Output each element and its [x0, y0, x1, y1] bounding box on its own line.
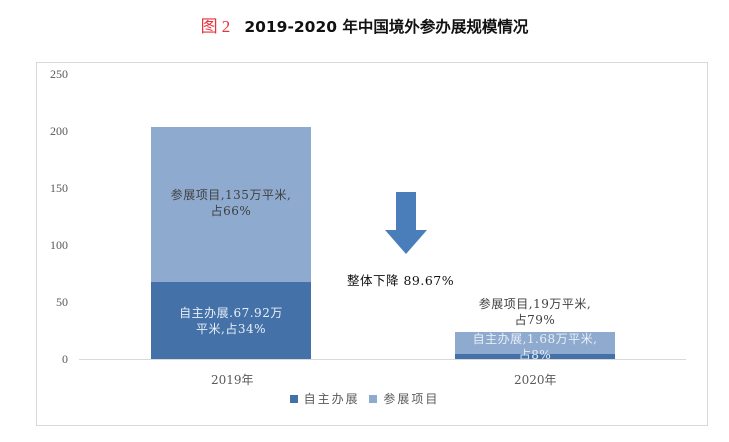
label-2019-participation: 参展项目,135万平米, 占66% [170, 188, 292, 218]
legend-item-participation: 参展项目 [369, 392, 439, 406]
legend-swatch-self-hosted-icon [289, 395, 298, 403]
y-tick-200: 200 [50, 124, 68, 138]
legend-item-self-hosted: 自主办展 [289, 392, 360, 406]
title-text: 2019-2020 年中国境外参办展规模情况 [244, 18, 529, 36]
down-arrow-icon [385, 192, 427, 254]
label-2019-self-hosted: 自主办展.67.92万 平米,占34% [179, 306, 283, 336]
x-label-2020: 2020年 [514, 373, 557, 387]
x-axis-line [79, 359, 686, 360]
y-tick-250: 250 [50, 67, 68, 81]
chart-title: 图 2 2019-2020 年中国境外参办展规模情况 [0, 12, 729, 37]
legend: 自主办展 参展项目 [0, 390, 729, 407]
figure-label: 图 2 [200, 17, 231, 36]
y-tick-100: 100 [50, 238, 68, 252]
x-label-2019: 2019年 [211, 373, 254, 387]
bar-2019-participation [151, 127, 311, 282]
decline-annotation: 整体下降 89.67% [347, 273, 455, 288]
label-2020-self-hosted: 自主办展,1.68万平米, 占8% [472, 332, 598, 359]
y-tick-50: 50 [56, 295, 68, 309]
bar-2019-self-hosted [151, 282, 311, 359]
chart-frame [36, 62, 708, 426]
bar-2020-participation [455, 332, 615, 354]
y-tick-0: 0 [62, 352, 68, 366]
legend-swatch-participation-icon [369, 395, 378, 403]
bar-2020-self-hosted [455, 354, 615, 359]
y-tick-150: 150 [50, 181, 68, 195]
label-2020-participation: 参展项目,19万平米, 占79% [478, 297, 592, 327]
